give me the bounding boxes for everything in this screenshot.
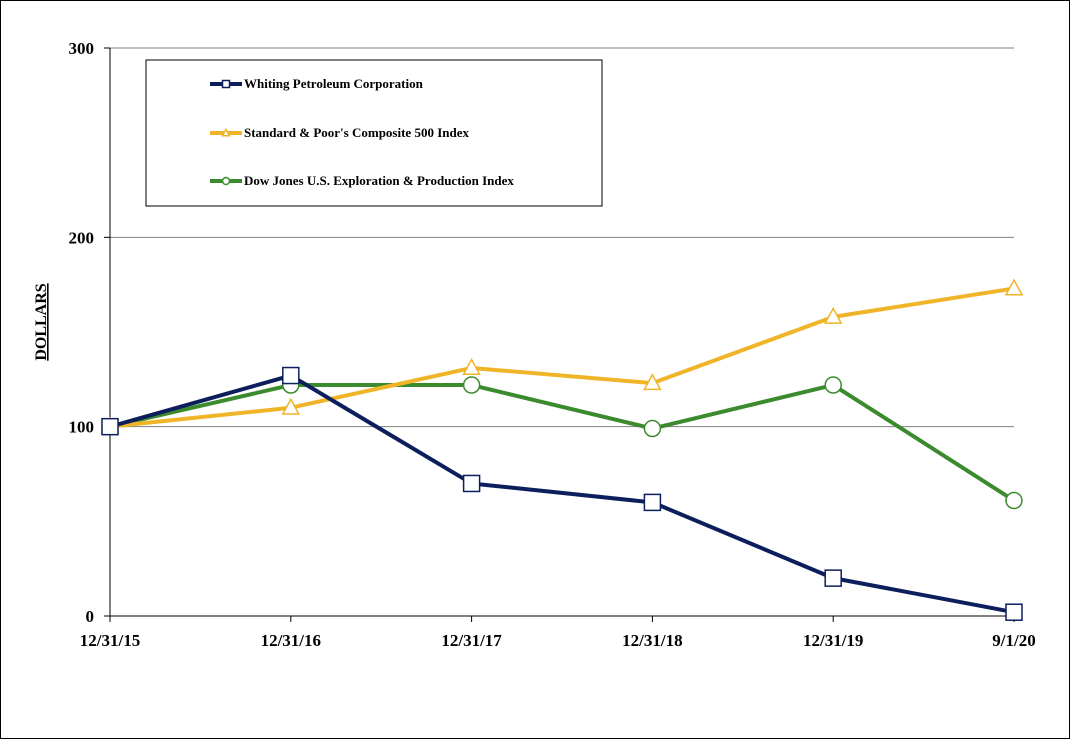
- data-point-triangle: [823, 306, 843, 324]
- x-tick-label: 12/31/17: [441, 631, 502, 650]
- x-tick-label: 9/1/20: [992, 631, 1035, 650]
- series-lines: [100, 278, 1024, 621]
- data-point-circle: [643, 419, 662, 438]
- data-point-square: [101, 417, 119, 436]
- series-line: [109, 383, 1016, 503]
- data-point-triangle: [462, 358, 481, 376]
- data-point-square: [462, 474, 481, 493]
- legend-entry: Dow Jones U.S. Exploration & Production …: [244, 173, 514, 188]
- x-tick-label: 12/31/19: [803, 631, 863, 650]
- legend: Whiting Petroleum Corporation Standard & …: [145, 59, 603, 207]
- data-point-triangle: [281, 397, 301, 415]
- data-point-triangle: [643, 373, 662, 391]
- legend-entry: Standard & Poor's Composite 500 Index: [244, 125, 469, 140]
- series-1: [100, 278, 1024, 434]
- data-point-square: [824, 569, 842, 587]
- y-tick-label: 200: [69, 228, 95, 247]
- data-point-circle: [824, 376, 842, 394]
- data-point-square: [282, 366, 300, 385]
- series-0: [101, 366, 1023, 621]
- axes: [104, 47, 1015, 622]
- y-tick-labels: 0 100 200 300: [69, 39, 95, 626]
- x-tick-label: 12/31/16: [261, 631, 321, 650]
- x-tick-label: 12/31/15: [80, 631, 140, 650]
- series-2: [101, 376, 1023, 510]
- y-tick-label: 0: [86, 607, 95, 626]
- data-point-circle: [462, 376, 481, 394]
- data-point-square: [1005, 603, 1023, 621]
- data-point-circle: [1005, 491, 1023, 510]
- x-tick-labels: 12/31/15 12/31/16 12/31/17 12/31/18 12/31/19…: [80, 631, 1036, 650]
- y-tick-label: 100: [69, 418, 95, 437]
- y-axis-label: DOLLARS: [33, 283, 50, 360]
- y-tick-label: 300: [69, 39, 95, 58]
- data-point-square: [643, 493, 662, 512]
- data-point-triangle: [221, 127, 231, 137]
- series-line: [109, 373, 1015, 615]
- series-line: [109, 286, 1015, 429]
- data-point-triangle: [1004, 278, 1024, 296]
- data-point-circle: [221, 176, 231, 186]
- x-tick-label: 12/31/18: [622, 631, 682, 650]
- gridlines: [110, 47, 1014, 428]
- data-point-square: [221, 79, 231, 89]
- legend-entry: Whiting Petroleum Corporation: [244, 76, 424, 91]
